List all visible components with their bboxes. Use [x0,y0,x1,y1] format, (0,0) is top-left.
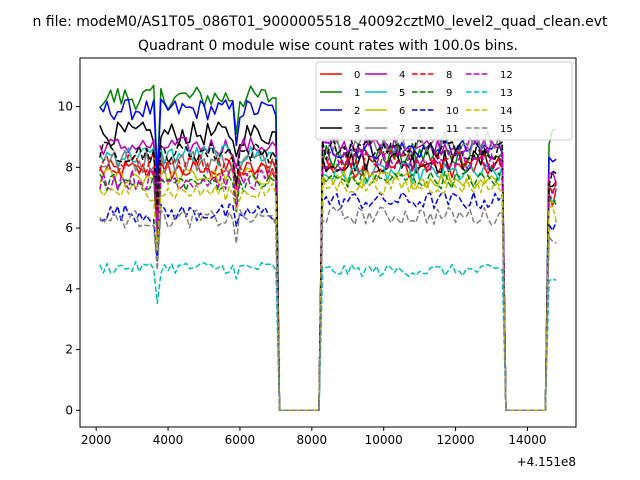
legend-label-7: 7 [399,124,405,135]
series-line-5 [99,143,557,412]
legend-label-0: 0 [354,70,360,81]
series-line-6 [99,167,557,412]
legend-label-4: 4 [399,70,405,81]
series-line-14 [99,176,557,412]
x-axis: 2000 4000 6000 8000 10000 12000 14000 [81,427,547,447]
y-tick-label: 4 [65,282,73,296]
legend-box [315,61,573,141]
y-tick-label: 0 [65,403,73,417]
y-tick-label: 8 [65,160,73,174]
legend-label-5: 5 [399,88,405,99]
series-line-9 [99,170,557,412]
legend-label-12: 12 [500,70,513,81]
x-tick-label: 10000 [365,433,403,447]
series-line-7 [99,130,557,412]
x-tick-label: 8000 [297,433,328,447]
x-tick-label: 4000 [153,433,184,447]
x-tick-label: 6000 [225,433,256,447]
y-tick-label: 2 [65,343,73,357]
x-tick-label: 2000 [81,433,112,447]
legend-label-6: 6 [399,106,405,117]
x-offset-label: +4.151e8 [517,455,576,469]
legend-label-11: 11 [446,124,459,135]
series-line-0 [99,156,557,412]
figure-suptitle: n file: modeM0/AS1T05_086T01_9000005518_… [32,14,608,30]
y-tick-label: 10 [58,100,73,114]
series-line-13 [99,260,557,412]
legend-label-9: 9 [446,88,452,99]
x-tick-label: 14000 [508,433,546,447]
y-axis: 0 2 4 6 8 10 [58,100,80,417]
x-tick-label: 12000 [437,433,475,447]
y-tick-label: 6 [65,221,73,235]
legend-label-3: 3 [354,124,360,135]
legend-label-2: 2 [354,106,360,117]
plot-frame [79,57,577,428]
series-line-3 [99,121,557,412]
legend-label-10: 10 [446,106,459,117]
legend-label-15: 15 [500,124,513,135]
legend-label-14: 14 [500,106,513,117]
legend-label-1: 1 [354,88,360,99]
series-line-12 [99,149,557,412]
series-line-10 [99,191,557,412]
legend-label-8: 8 [446,70,452,81]
series-layer [99,84,557,412]
chart-title: Quadrant 0 module wise count rates with … [138,38,518,54]
series-line-15 [99,206,557,412]
legend-label-13: 13 [500,88,513,99]
